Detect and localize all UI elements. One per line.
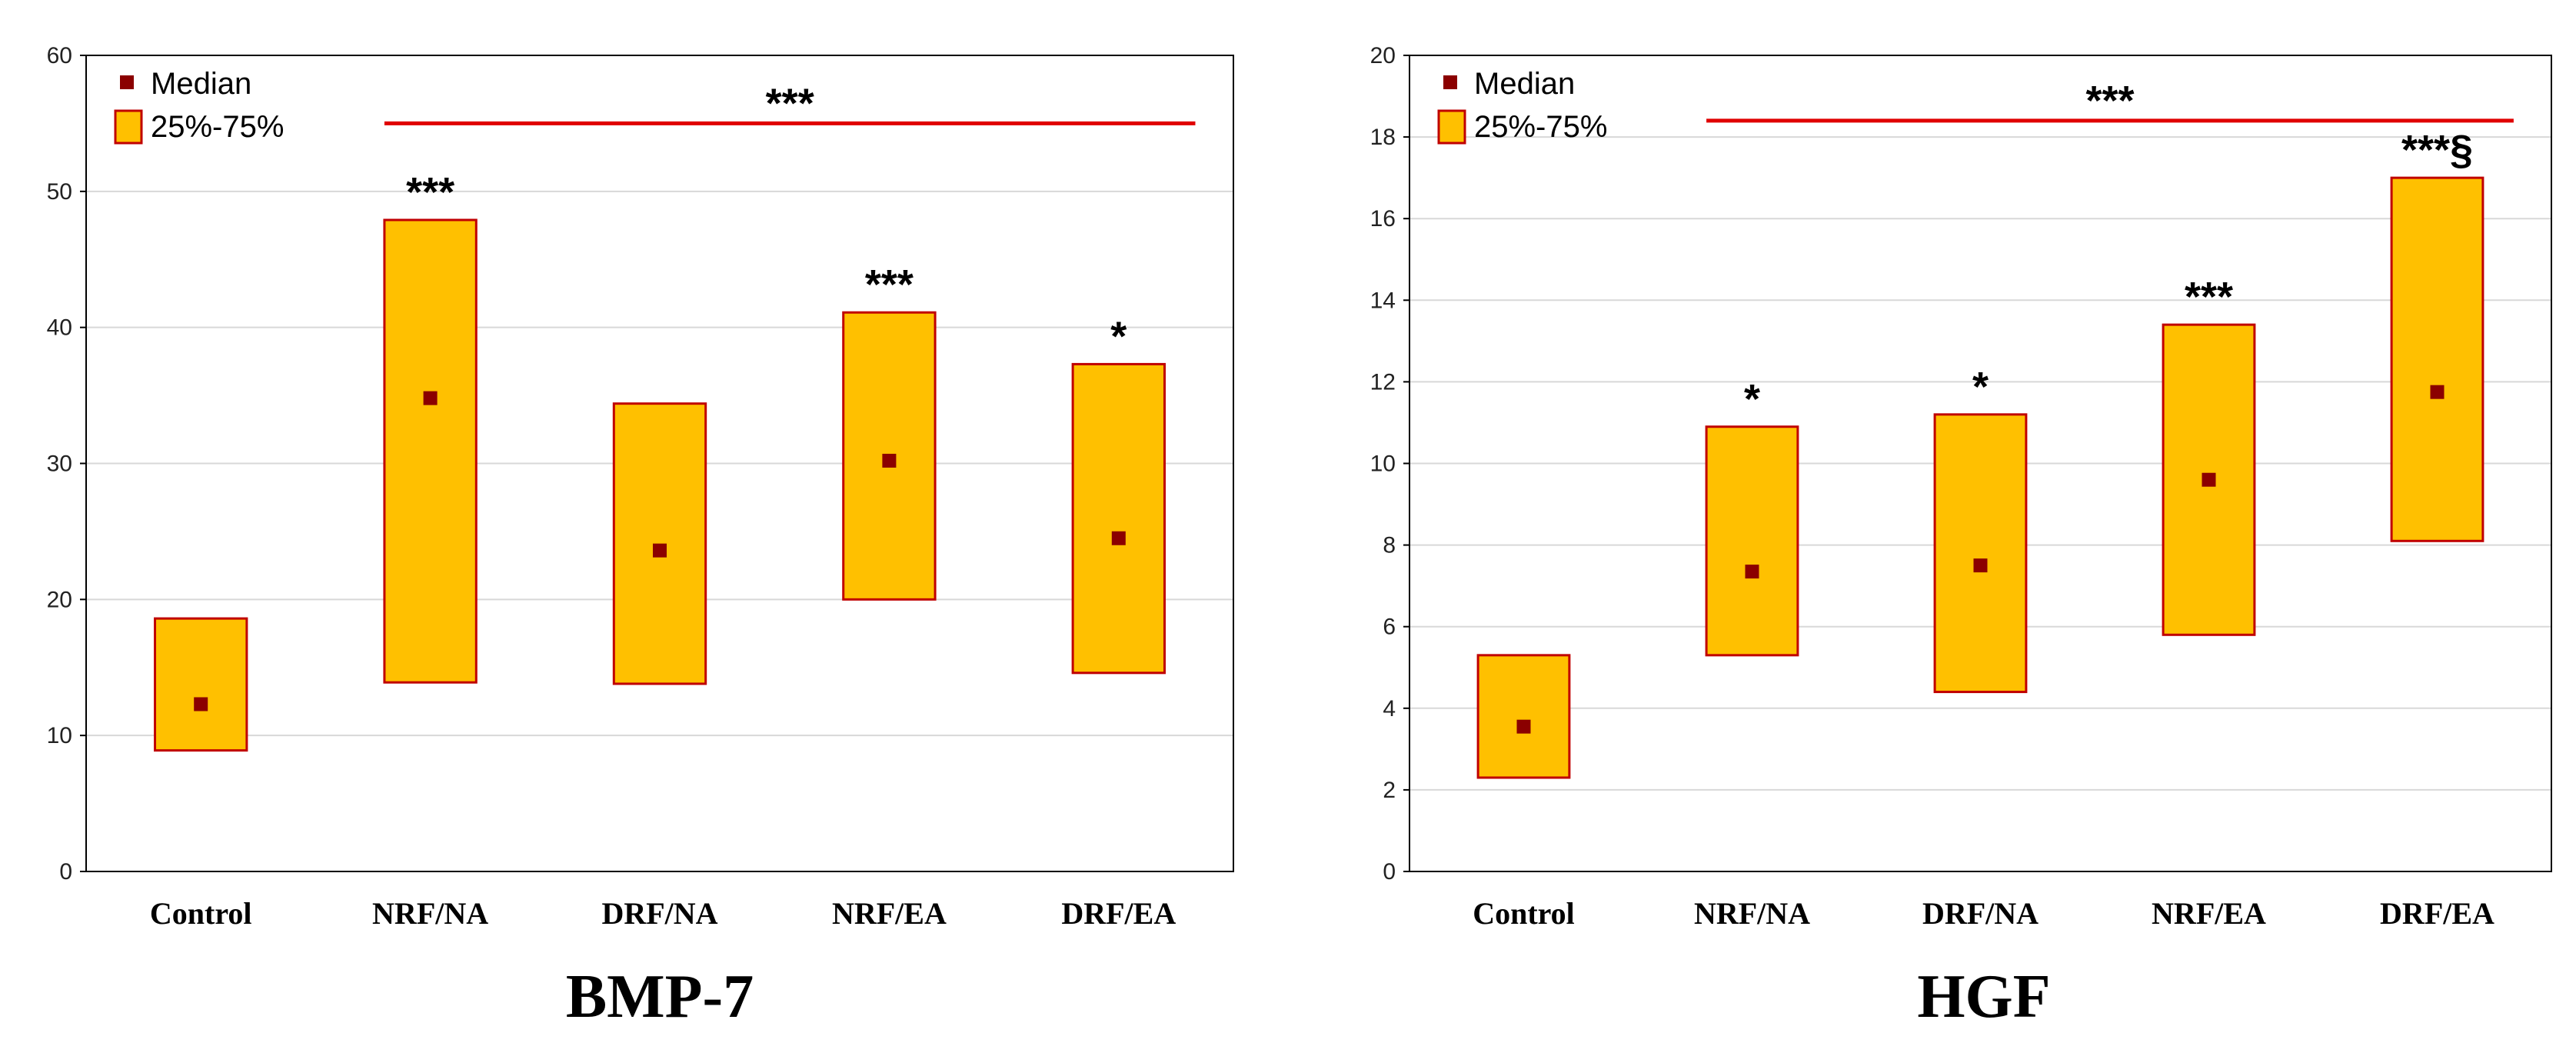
panel-title-bmp-7: BMP-7 [566, 963, 754, 1031]
iqr-box-nrf-na [1705, 425, 1799, 657]
x-category-label-drf-na: DRF/NA [601, 896, 717, 931]
legend-iqr-swatch [114, 109, 143, 145]
median-marker-drf-ea [2430, 385, 2445, 399]
y-tick-label: 30 [47, 452, 72, 477]
x-category-label-drf-ea: DRF/EA [2380, 896, 2494, 931]
iqr-box-control [154, 617, 248, 752]
y-tick-label: 50 [47, 179, 72, 205]
significance-label-drf-ea: ***§ [2401, 127, 2473, 173]
median-marker-control [194, 697, 208, 711]
y-tick-label: 18 [1370, 125, 1396, 150]
y-tick-label: 14 [1370, 288, 1396, 313]
significance-label-nrf-ea: *** [2185, 274, 2233, 320]
significance-label-nrf-na: * [1744, 376, 1760, 422]
x-category-label-nrf-na: NRF/NA [372, 896, 488, 931]
y-tick-label: 10 [47, 723, 72, 748]
legend-median-marker [120, 75, 134, 89]
significance-label-drf-na: * [1972, 364, 1989, 410]
legend-iqr-label: 25%-75% [1474, 110, 1607, 144]
x-category-label-control: Control [150, 896, 252, 931]
x-category-label-nrf-na: NRF/NA [1694, 896, 1810, 931]
iqr-box-drf-ea [1071, 362, 1166, 675]
significance-bracket-label: *** [2085, 78, 2134, 124]
y-tick-label: 0 [59, 859, 72, 885]
x-category-label-control: Control [1473, 896, 1575, 931]
y-tick-label: 12 [1370, 369, 1396, 395]
chart-panel-bmp-7: 0 10 20 30 40 50 60 Control NRF/NA DRF/NA NRF/EA DR… [47, 43, 1234, 1031]
median-marker-nrf-na [423, 391, 438, 405]
iqr-box-nrf-na [383, 218, 478, 684]
significance-label-nrf-ea: *** [865, 262, 914, 308]
y-tick-label: 60 [47, 43, 72, 68]
iqr-box-drf-na [1933, 413, 2028, 694]
y-tick-label: 2 [1383, 778, 1396, 803]
legend: Median 25%-75% [1437, 67, 1607, 145]
median-marker-nrf-ea [2202, 472, 2216, 487]
median-marker-drf-na [1973, 558, 1988, 573]
y-tick-label: 20 [1370, 43, 1396, 68]
significance-label-drf-ea: * [1110, 313, 1127, 359]
legend-median-marker [1443, 75, 1457, 89]
x-category-label-drf-na: DRF/NA [1922, 896, 2039, 931]
y-tick-label: 10 [1370, 452, 1396, 477]
y-tick-label: 6 [1383, 615, 1396, 640]
x-category-label-drf-ea: DRF/EA [1061, 896, 1176, 931]
significance-label-nrf-na: *** [406, 169, 454, 215]
y-tick-label: 4 [1383, 696, 1396, 721]
y-tick-label: 16 [1370, 206, 1396, 232]
iqr-box-control [1476, 654, 1571, 779]
x-category-label-nrf-ea: NRF/EA [832, 896, 947, 931]
median-marker-drf-na [653, 543, 667, 558]
median-marker-drf-ea [1111, 531, 1126, 545]
median-marker-control [1516, 719, 1531, 734]
x-category-label-nrf-ea: NRF/EA [2152, 896, 2266, 931]
y-tick-label: 40 [47, 315, 72, 341]
iqr-box-nrf-ea [842, 311, 937, 601]
legend-median-label: Median [1474, 67, 1575, 101]
y-tick-label: 20 [47, 587, 72, 612]
chart-panel-hgf: 0 2 4 6 8 10 12 14 16 18 20 Control NRF/NA DRF/NA NRF/… [1370, 43, 2552, 1031]
legend: Median 25%-75% [114, 67, 284, 145]
median-marker-nrf-ea [882, 453, 897, 468]
significance-bracket-label: *** [766, 80, 814, 126]
median-marker-nrf-na [1745, 565, 1759, 579]
legend-iqr-label: 25%-75% [151, 110, 284, 144]
legend-median-label: Median [151, 67, 251, 101]
iqr-box-drf-ea [2390, 176, 2484, 542]
y-tick-label: 8 [1383, 533, 1396, 558]
legend-iqr-swatch [1437, 109, 1466, 145]
panel-title-hgf: HGF [1917, 963, 2050, 1031]
y-tick-label: 0 [1383, 859, 1396, 885]
